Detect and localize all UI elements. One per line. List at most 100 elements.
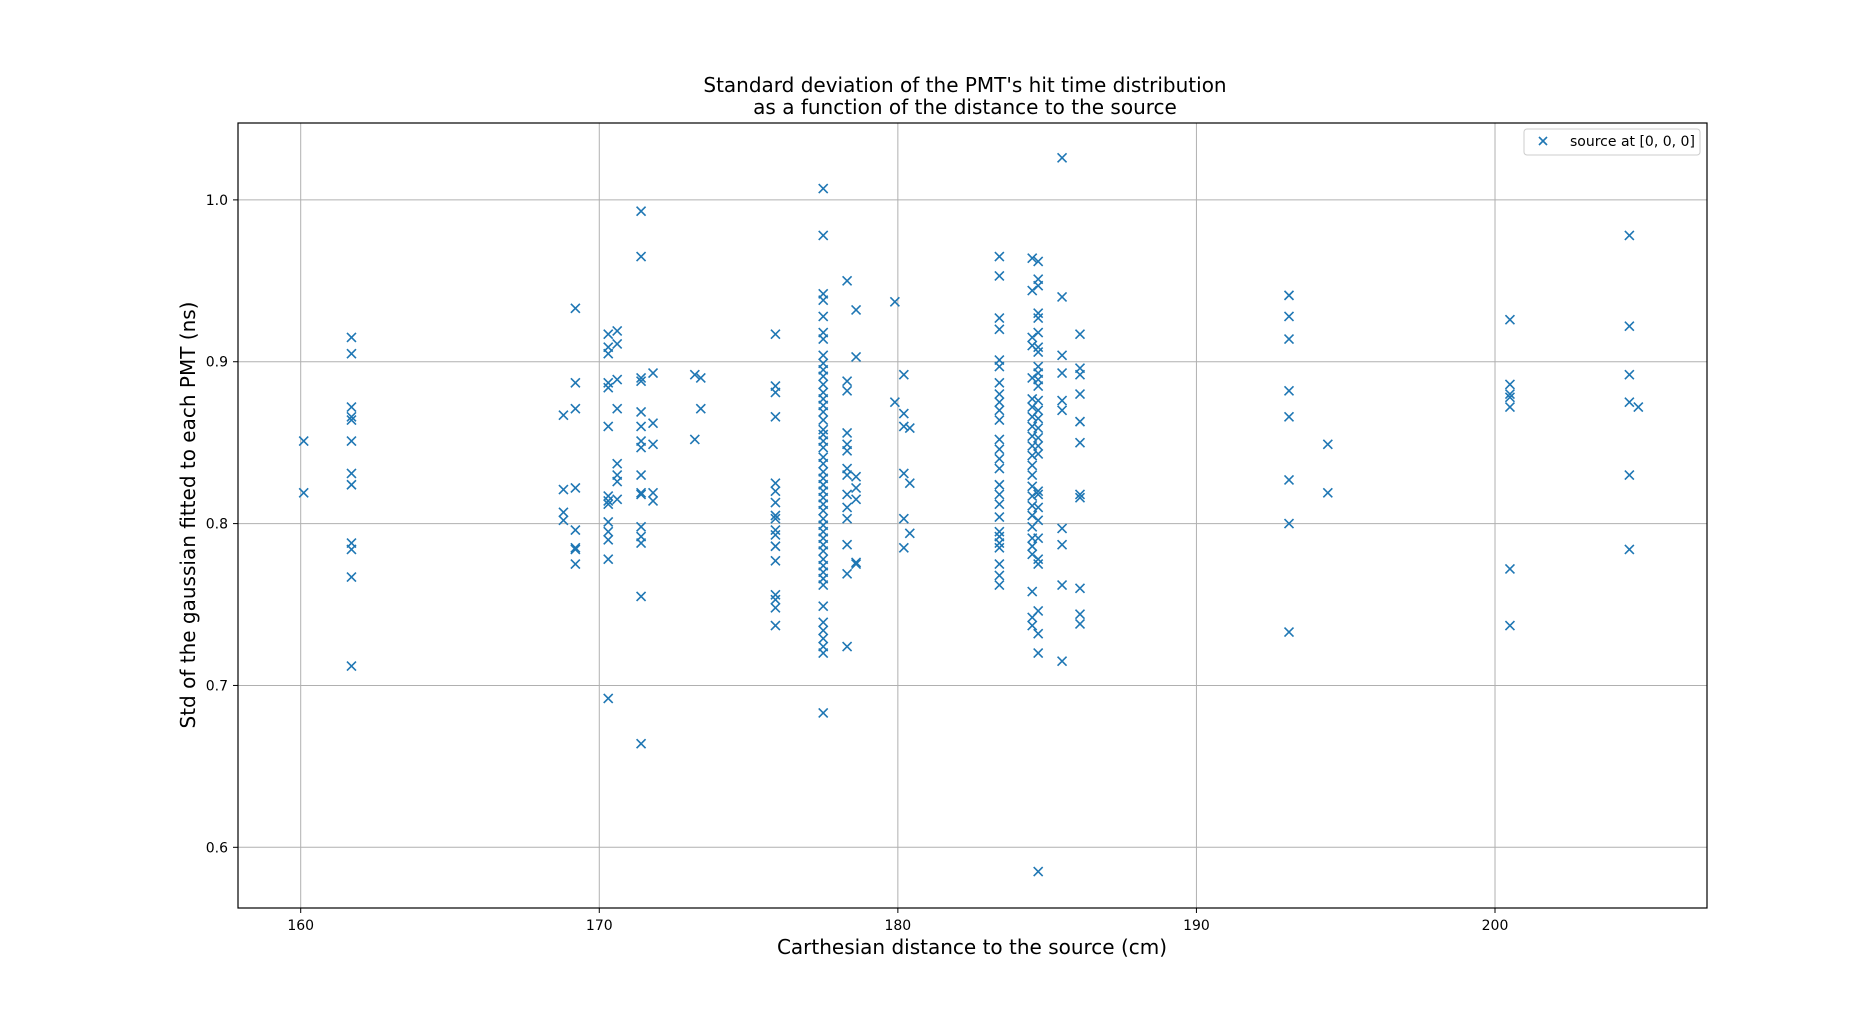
scatter-point <box>842 376 853 387</box>
scatter-point <box>1033 533 1044 544</box>
scatter-point <box>1033 312 1044 324</box>
scatter-point <box>1033 440 1044 451</box>
scatter-point <box>1074 609 1086 620</box>
y-tick-label: 0.6 <box>206 840 228 856</box>
scatter-point <box>1027 500 1038 511</box>
scatter-point <box>818 458 829 469</box>
scatter-point <box>770 329 781 340</box>
scatter-point <box>994 479 1005 490</box>
scatter-point <box>636 537 647 549</box>
plot-area-frame <box>237 122 1708 909</box>
scatter-point <box>647 368 659 379</box>
scatter-point <box>1033 648 1044 659</box>
scatter-point <box>770 497 781 508</box>
scatter-point <box>636 487 647 498</box>
scatter-point <box>898 542 909 553</box>
scatter-point <box>1057 656 1068 667</box>
scatter-point <box>346 544 357 555</box>
scatter-point <box>818 230 829 241</box>
scatter-point <box>1504 392 1516 403</box>
scatter-point <box>1033 554 1044 565</box>
scatter-point <box>346 401 357 413</box>
scatter-point <box>612 403 623 414</box>
scatter-point <box>636 372 647 383</box>
x-tick-label: 190 <box>1183 918 1210 934</box>
scatter-point <box>842 641 853 652</box>
scatter-point <box>1074 369 1086 380</box>
scatter-point <box>818 350 829 361</box>
scatter-point <box>1283 385 1295 396</box>
scatter-point <box>818 371 829 382</box>
scatter-point <box>898 468 909 479</box>
scatter-point <box>770 555 781 566</box>
scatter-point <box>770 411 781 422</box>
scatter-point <box>1624 321 1635 332</box>
scatter-point <box>1027 460 1038 471</box>
scatter-point <box>770 602 781 613</box>
scatter-point <box>1283 290 1295 301</box>
scatter-point <box>850 482 862 494</box>
scatter-point <box>603 382 614 393</box>
x-tick-label: 200 <box>1482 918 1509 934</box>
scatter-point <box>889 397 900 408</box>
scatter-point <box>818 648 829 659</box>
scatter-point <box>1027 541 1038 552</box>
scatter-point <box>818 442 829 453</box>
scatter-point <box>850 351 862 362</box>
scatter-point <box>842 513 853 524</box>
scatter-point <box>1504 389 1516 400</box>
data-points <box>298 152 1644 877</box>
scatter-point <box>994 542 1005 553</box>
chart-title-line-1: Standard deviation of the PMT's hit time… <box>703 73 1226 97</box>
scatter-point <box>818 601 829 612</box>
scatter-point <box>570 525 581 536</box>
scatter-point <box>1033 628 1044 639</box>
y-tick-label: 0.9 <box>206 355 228 371</box>
scatter-point <box>636 521 647 532</box>
scatter-point <box>1033 515 1044 526</box>
scatter-point <box>346 479 357 490</box>
scatter-point <box>695 403 706 414</box>
scatter-point <box>689 434 700 445</box>
x-axis-ticks: 160 170 180 190 200 <box>287 908 1508 934</box>
scatter-point <box>818 546 829 557</box>
scatter-point <box>770 478 781 489</box>
scatter-point <box>1033 413 1044 424</box>
scatter-point <box>850 471 862 482</box>
scatter-point <box>1624 230 1635 241</box>
scatter-point <box>1027 620 1038 631</box>
scatter-point <box>603 499 614 510</box>
scatter-point <box>1074 583 1086 594</box>
scatter-point <box>994 389 1005 400</box>
scatter-point <box>994 453 1005 464</box>
scatter-point <box>1624 369 1635 380</box>
scatter-point <box>1033 432 1044 443</box>
scatter-point <box>647 495 659 506</box>
scatter-point <box>818 707 829 719</box>
scatter-point <box>558 507 569 518</box>
scatter-point <box>570 558 581 570</box>
y-tick-label: 0.8 <box>206 517 228 533</box>
scatter-point <box>1027 586 1038 597</box>
scatter-point <box>818 414 829 426</box>
scatter-point <box>994 512 1005 523</box>
scatter-point <box>346 414 357 426</box>
scatter-point <box>612 494 623 505</box>
scatter-point <box>1033 327 1044 338</box>
scatter-point <box>994 463 1005 474</box>
scatter-point <box>818 625 829 636</box>
scatter-point <box>818 406 829 417</box>
scatter-point <box>1057 580 1068 591</box>
scatter-point <box>1057 405 1068 416</box>
scatter-point <box>1283 311 1295 322</box>
scatter-point <box>1074 618 1086 630</box>
scatter-point <box>904 528 915 539</box>
scatter-point <box>1504 379 1516 390</box>
scatter-point <box>770 541 781 552</box>
scatter-point <box>842 385 853 396</box>
scatter-point <box>1033 395 1044 406</box>
scatter-point <box>647 418 659 429</box>
scatter-point <box>612 458 623 469</box>
scatter-point <box>994 405 1005 416</box>
scatter-point <box>850 494 862 505</box>
